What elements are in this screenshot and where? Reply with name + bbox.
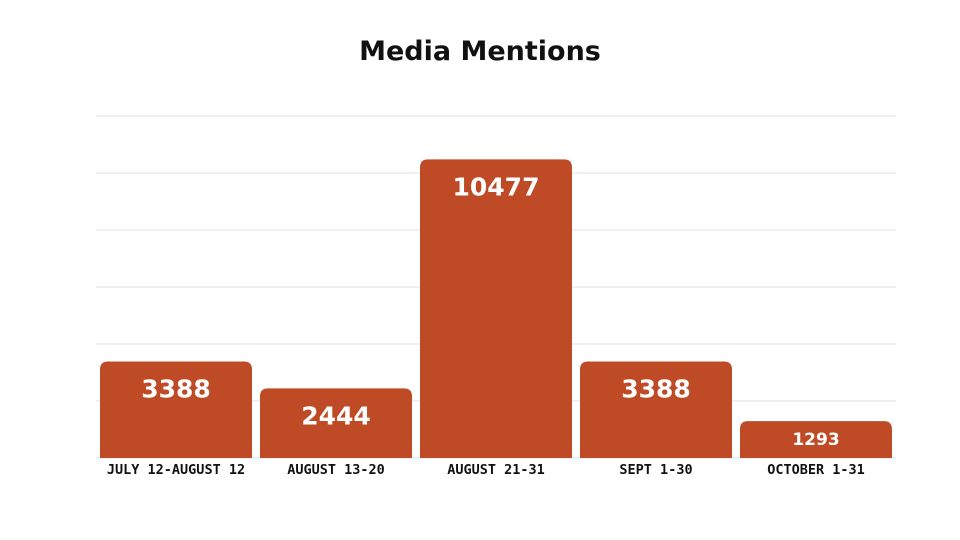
bar [260,388,412,458]
category-label: AUGUST 13-20 [287,462,385,478]
bar-value-label: 10477 [453,172,540,201]
category-label: JULY 12-AUGUST 12 [107,462,245,478]
bar-value-label: 3388 [141,374,211,403]
bar [420,159,572,458]
category-labels: JULY 12-AUGUST 12 AUGUST 13-20 AUGUST 21-3… [107,462,865,478]
bar [100,361,252,458]
bar [580,361,732,458]
bar-value-label: 2444 [301,401,371,430]
chart-title: Media Mentions [359,36,601,67]
bar [740,421,892,458]
category-label: OCTOBER 1-31 [767,462,865,478]
bar-value-label: 3388 [621,374,691,403]
category-label: AUGUST 21-31 [447,462,545,478]
bar-value-label: 1293 [792,430,839,450]
bars: 3388 2444 10477 3388 1293 [100,159,892,458]
category-label: SEPT 1-30 [619,462,692,478]
